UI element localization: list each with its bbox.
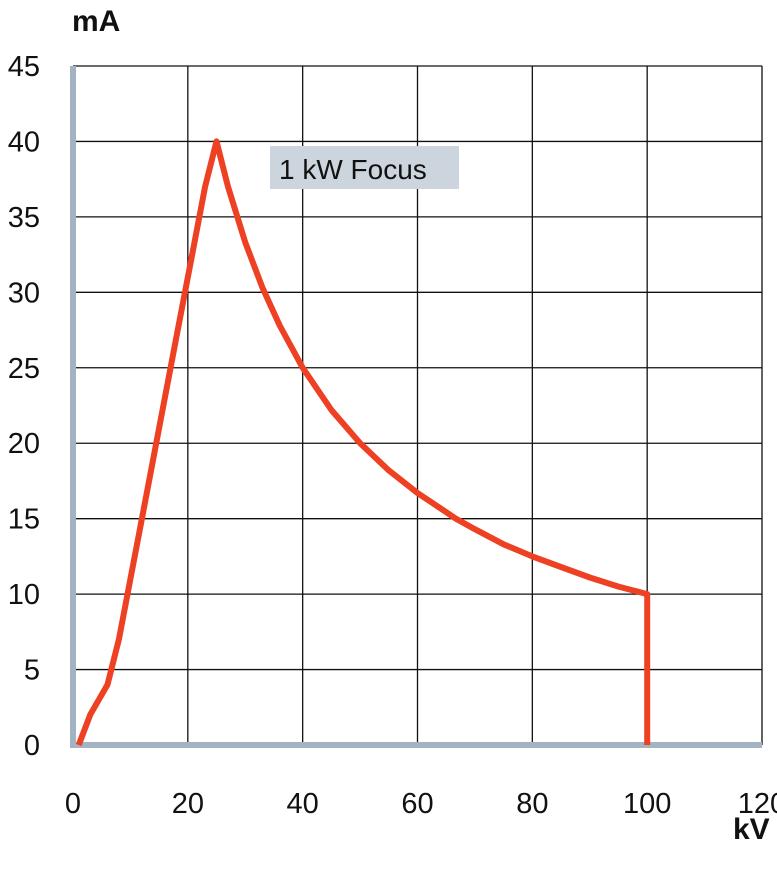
x-tick-label: 120 [738, 788, 777, 820]
x-tick-label: 0 [65, 788, 81, 820]
x-tick-label: 80 [516, 788, 548, 820]
x-tick-label: 20 [172, 788, 204, 820]
y-tick-label: 40 [8, 126, 40, 158]
tick-labels: 0 5 10 15 20 25 30 35 40 45 0 20 40 60 80 100 120 [8, 51, 777, 820]
x-tick-label: 100 [623, 788, 671, 820]
series [75, 138, 651, 747]
y-tick-label: 35 [8, 202, 40, 234]
x-tick-label: 60 [401, 788, 433, 820]
annotation-label: 1 kW Focus [279, 154, 427, 185]
annotation-background [270, 146, 459, 189]
x-tick-label: 40 [287, 788, 319, 820]
series-line [75, 138, 651, 747]
y-tick-label: 30 [8, 277, 40, 309]
annotation: 1 kW Focus [270, 146, 459, 189]
y-tick-label: 10 [8, 579, 40, 611]
y-tick-label: 45 [8, 51, 40, 83]
y-tick-label: 0 [24, 730, 40, 762]
y-axis-title: mA [72, 5, 120, 38]
y-tick-label: 5 [24, 655, 40, 687]
x-axis-title: kV [733, 813, 770, 846]
y-tick-label: 25 [8, 353, 40, 385]
y-tick-label: 15 [8, 504, 40, 536]
y-tick-label: 20 [8, 428, 40, 460]
